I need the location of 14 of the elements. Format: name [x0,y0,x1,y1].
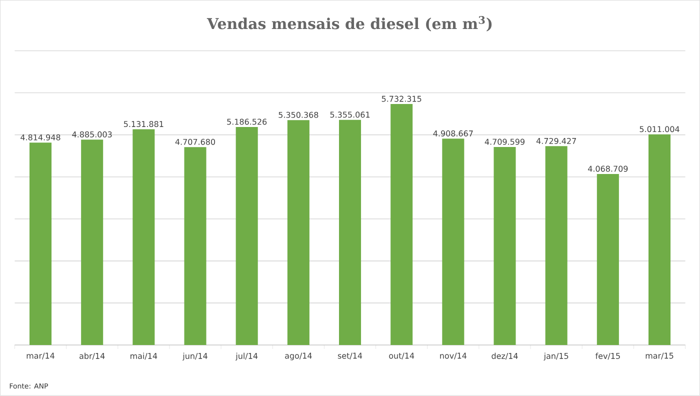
bar [81,140,104,346]
bar [545,146,568,346]
bar [287,120,310,346]
bar [390,104,413,346]
bar [339,120,362,346]
chart-title: Vendas mensais de diesel (em m$^{3}$) [206,16,492,32]
bar [494,147,516,346]
bar [184,147,206,346]
bar [236,127,258,346]
bar [29,142,52,346]
bar [442,138,464,346]
bar [132,129,155,346]
bar [648,134,671,346]
bar [596,174,619,346]
